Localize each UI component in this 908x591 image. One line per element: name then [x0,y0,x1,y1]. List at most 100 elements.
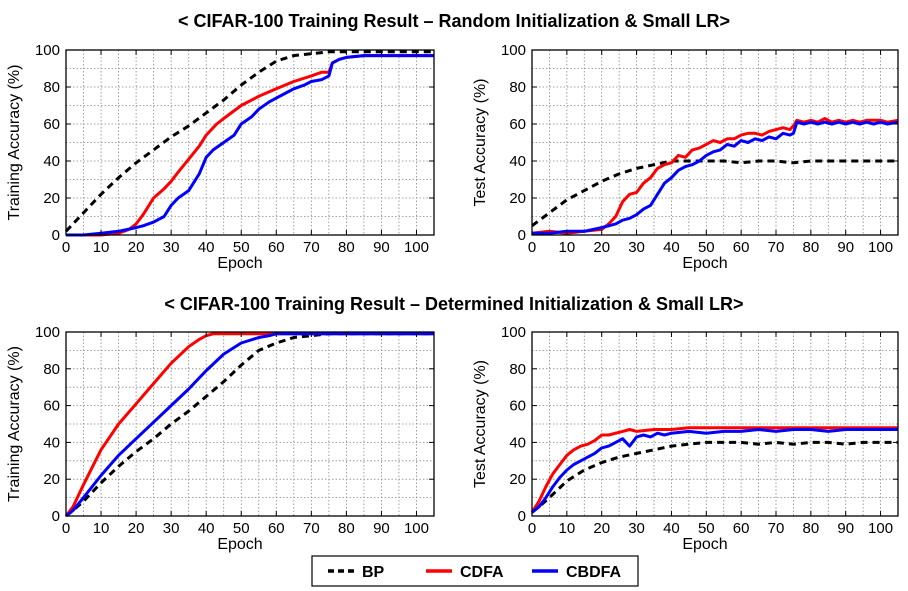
x-tick-label: 10 [93,239,110,256]
x-tick-label: 20 [128,520,145,537]
x-tick-label: 30 [163,520,180,537]
x-tick-label: 80 [803,239,820,256]
series-line-cdfa [530,426,898,514]
x-tick-label: 0 [528,520,536,537]
x-tick-label: 10 [559,239,576,256]
x-tick-label: 40 [663,239,680,256]
series-line-bp [531,159,898,228]
x-tick-label: 100 [404,239,429,256]
x-tick-label: 100 [404,520,429,537]
x-tick-label: 90 [373,239,390,256]
y-tick-label: 40 [509,434,526,451]
x-tick-label: 80 [338,239,355,256]
y-tick-label: 80 [509,79,526,96]
x-axis-label: Epoch [682,536,727,553]
chart-random-train: 0 10 20 30 40 50 60 70 80 90 100 0 20 40 60 80 100 Epoch T… [6,42,435,272]
series-line-cdfa [531,117,899,235]
x-tick-label: 90 [373,520,390,537]
y-axis-label: Training Accuracy (%) [6,346,23,502]
y-tick-label: 60 [509,116,526,133]
section-title-determined: < CIFAR-100 Training Result – Determined… [164,294,743,314]
series-line-bp [64,50,434,233]
series-line-cbdfa [531,428,898,514]
y-tick-label: 40 [43,153,60,170]
x-tick-label: 50 [233,520,250,537]
plot-frame [65,49,435,236]
x-tick-label: 90 [837,239,854,256]
legend-box [311,555,639,587]
x-tick-label: 50 [698,239,715,256]
x-axis-label: Epoch [217,255,262,272]
y-axis-label: Training Accuracy (%) [6,65,23,221]
legend-label-bp: BP [362,564,385,581]
y-tick-label: 80 [509,361,526,378]
chart-determined-test: 0 10 20 30 40 50 60 70 80 90 100 0 20 40 60 80 100 Epoch T… [472,324,899,553]
y-tick-label: 100 [501,324,526,341]
y-tick-label: 40 [43,434,60,451]
section-title-random: < CIFAR-100 Training Result – Random Ini… [178,11,730,31]
legend-label-cbdfa: CBDFA [566,564,622,581]
y-tick-label: 0 [52,227,60,244]
legend-label-cdfa: CDFA [460,564,504,581]
y-tick-label: 20 [43,190,60,207]
series-line-cbdfa [532,120,899,235]
x-tick-label: 40 [198,520,215,537]
x-tick-label: 100 [868,239,893,256]
y-tick-label: 100 [501,42,526,59]
y-axis-label: Test Accuracy (%) [472,78,489,206]
x-tick-label: 70 [303,520,320,537]
x-axis-label: Epoch [217,536,262,553]
y-tick-label: 60 [43,116,60,133]
x-tick-label: 0 [62,520,70,537]
x-tick-label: 20 [128,239,145,256]
series-line-bp [531,440,898,514]
x-tick-label: 60 [733,520,750,537]
x-tick-label: 100 [868,520,893,537]
plot-area [66,50,434,235]
y-axis-label: Test Accuracy (%) [472,360,489,488]
x-tick-label: 50 [698,520,715,537]
x-tick-label: 30 [628,520,645,537]
series-line-cbdfa [66,54,434,237]
y-tick-label: 60 [509,398,526,415]
x-tick-label: 70 [768,520,785,537]
plot-frame [531,331,899,517]
y-tick-label: 80 [43,361,60,378]
y-tick-label: 60 [43,398,60,415]
x-tick-label: 70 [303,239,320,256]
x-tick-label: 50 [233,239,250,256]
chart-determined-train: 0 10 20 30 40 50 60 70 80 90 100 0 20 40 60 80 100 Epoch T… [6,324,435,553]
y-tick-label: 0 [518,227,526,244]
series-line-cbdfa [65,332,434,518]
y-tick-label: 80 [43,79,60,96]
x-tick-label: 40 [663,520,680,537]
x-tick-label: 60 [268,239,285,256]
y-tick-label: 100 [35,42,60,59]
x-tick-label: 90 [837,520,854,537]
y-tick-label: 20 [509,190,526,207]
y-tick-label: 40 [509,153,526,170]
plot-frame [531,49,899,236]
y-tick-label: 20 [43,471,60,488]
x-tick-label: 10 [559,520,576,537]
x-tick-label: 80 [338,520,355,537]
x-tick-label: 60 [268,520,285,537]
plot-frame [65,331,435,517]
x-tick-label: 40 [198,239,215,256]
x-axis-label: Epoch [682,255,727,272]
y-tick-label: 20 [509,471,526,488]
x-tick-label: 10 [93,520,110,537]
x-tick-label: 0 [62,239,70,256]
legend: BP CDFA CBDFA [311,555,639,587]
x-tick-label: 30 [628,239,645,256]
plot-area [66,332,434,516]
x-tick-label: 80 [803,520,820,537]
x-tick-label: 70 [768,239,785,256]
x-tick-label: 60 [733,239,750,256]
y-tick-label: 0 [52,508,60,525]
chart-random-test: 0 10 20 30 40 50 60 70 80 90 100 0 20 40 60 80 100 Epoch T… [472,42,899,272]
x-tick-label: 30 [163,239,180,256]
y-tick-label: 0 [518,508,526,525]
x-tick-label: 0 [528,239,536,256]
